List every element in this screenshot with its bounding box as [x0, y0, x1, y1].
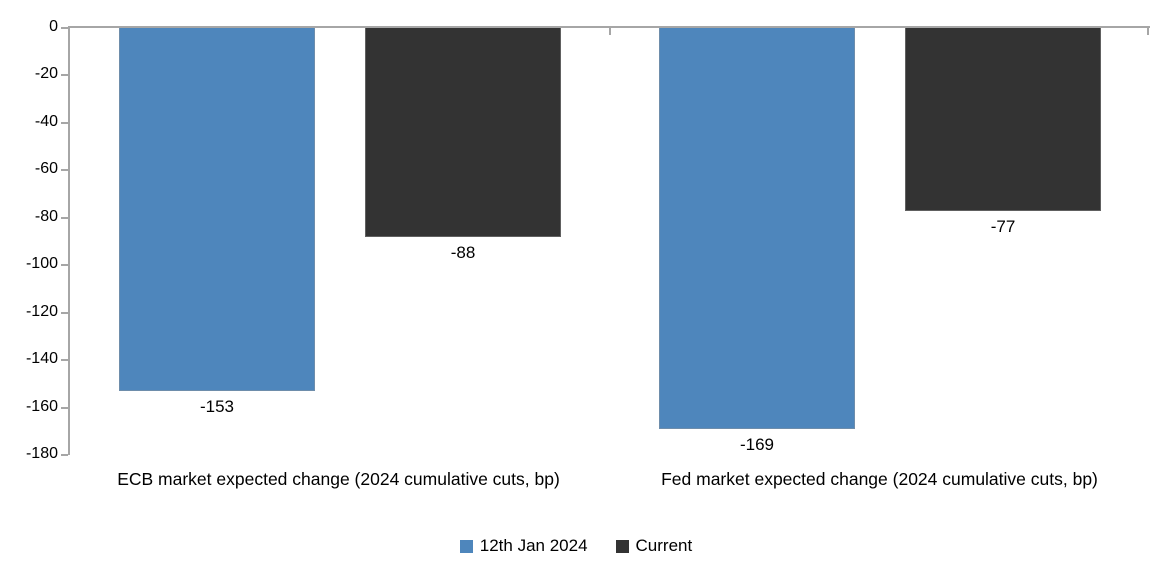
- category-label-ecb: ECB market expected change (2024 cumulat…: [117, 469, 560, 489]
- legend-item: 12th Jan 2024: [459, 536, 588, 556]
- y-axis-tick: [61, 311, 68, 314]
- y-axis-tick-labels: 0 -20 -40 -60 -80 -100 -120 -140 -160 -180: [0, 0, 58, 480]
- bar-data-label: -169: [739, 435, 775, 454]
- bar-jan2024-fed: -169: [659, 28, 855, 454]
- y-axis-tick-label: -180: [25, 445, 58, 462]
- y-axis-tick-label: -40: [34, 112, 58, 130]
- bar-current-ecb: -88: [365, 28, 561, 262]
- y-axis-tick-label: -140: [25, 350, 58, 368]
- bar-group: -169 -77: [610, 28, 1150, 455]
- y-axis-tick-label: -120: [25, 302, 58, 320]
- y-axis-tick: [61, 27, 68, 29]
- y-axis-tick: [61, 264, 68, 267]
- y-axis-tick: [61, 169, 68, 172]
- y-axis-tick-label: -160: [25, 397, 58, 415]
- y-axis-tick: [61, 216, 68, 219]
- x-axis-tick: [609, 28, 611, 35]
- x-axis-tick: [1147, 28, 1149, 35]
- legend-label: Current: [635, 536, 693, 555]
- x-axis-category-labels: ECB market expected change (2024 cumulat…: [68, 468, 1150, 490]
- y-axis-tick-label: -20: [34, 65, 58, 83]
- plot-area: -153 -88 -169 -77: [61, 26, 1150, 456]
- y-axis-tick-label: -60: [34, 160, 58, 178]
- y-axis-tick: [61, 359, 68, 362]
- y-axis-tick: [61, 406, 68, 409]
- bar-current-fed: -77: [905, 28, 1101, 236]
- bar-data-label: -153: [199, 397, 235, 416]
- y-axis-tick-label: -100: [25, 255, 58, 273]
- bar-data-label: -88: [450, 243, 476, 262]
- y-axis-tick: [61, 74, 68, 77]
- y-axis-tick-label: -80: [34, 207, 58, 225]
- legend-swatch-icon: [459, 539, 473, 553]
- legend-swatch-icon: [615, 539, 629, 553]
- y-axis-tick: [61, 121, 68, 124]
- legend: 12th Jan 2024 Current: [0, 536, 1152, 556]
- bar-data-label: -77: [990, 217, 1016, 236]
- legend-item: Current: [615, 536, 693, 556]
- y-axis-tick-label: 0: [49, 18, 58, 35]
- category-label-fed: Fed market expected change (2024 cumulat…: [661, 469, 1098, 489]
- bar-jan2024-ecb: -153: [119, 28, 315, 416]
- legend-label: 12th Jan 2024: [479, 536, 588, 555]
- bar-group: -153 -88: [70, 28, 610, 455]
- y-axis-tick: [61, 454, 68, 456]
